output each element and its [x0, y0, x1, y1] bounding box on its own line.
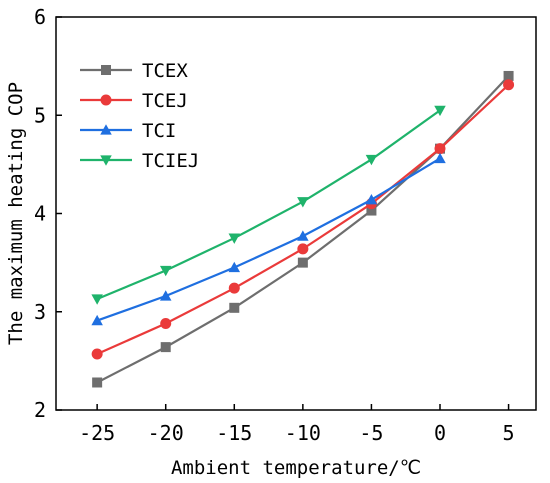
- data-point: [503, 70, 514, 81]
- data-point: [365, 154, 378, 166]
- data-point: [91, 348, 103, 360]
- data-point: [297, 257, 308, 268]
- legend-label: TCIEJ: [142, 150, 199, 172]
- y-axis-label: The maximum heating COP: [5, 82, 27, 345]
- y-tick-label: 4: [34, 202, 46, 226]
- x-tick-label: -10: [285, 421, 321, 445]
- data-point: [366, 205, 377, 216]
- data-point: [100, 94, 112, 106]
- series-line: [96, 157, 441, 322]
- data-point: [91, 314, 103, 326]
- data-point: [159, 290, 172, 301]
- data-point: [100, 124, 112, 135]
- series-tcex: [92, 70, 514, 388]
- x-tick-label: -15: [216, 421, 252, 445]
- data-point: [297, 197, 309, 208]
- series-layer: [91, 70, 515, 388]
- series-line: [96, 109, 441, 300]
- data-point: [160, 318, 172, 330]
- data-point: [101, 65, 111, 75]
- x-tick-label: -5: [359, 421, 383, 445]
- y-tick-label: 6: [34, 5, 46, 29]
- legend-label: TCEJ: [142, 90, 188, 112]
- legend-item: TCEJ: [80, 90, 188, 112]
- legend-item: TCI: [80, 120, 176, 142]
- x-tick-label: -25: [79, 421, 115, 445]
- y-tick-label: 5: [34, 103, 46, 127]
- x-tick-label: -20: [148, 421, 184, 445]
- legend: TCEX TCEJ TCI TCIEJ: [80, 60, 199, 172]
- legend-label: TCI: [142, 120, 176, 142]
- data-point: [92, 377, 103, 388]
- data-point: [228, 282, 240, 294]
- data-point: [503, 79, 515, 91]
- data-point: [91, 294, 103, 305]
- series-tciej: [91, 105, 446, 305]
- data-point: [434, 143, 446, 155]
- data-point: [228, 261, 241, 273]
- x-tick-label: 5: [503, 421, 515, 445]
- y-axis: 2 3 4 5 6: [34, 5, 62, 422]
- legend-item: TCIEJ: [80, 150, 199, 172]
- y-tick-label: 2: [34, 398, 46, 422]
- x-axis-label: Ambient temperature/℃: [171, 457, 421, 479]
- series-tci: [91, 152, 446, 326]
- data-point: [159, 265, 172, 277]
- data-point: [100, 155, 112, 166]
- data-point: [160, 342, 171, 353]
- data-point: [434, 105, 446, 117]
- y-tick-label: 3: [34, 300, 46, 324]
- x-tick-label: 0: [434, 421, 446, 445]
- data-point: [228, 233, 241, 244]
- data-point: [229, 302, 240, 313]
- legend-item: TCEX: [80, 60, 188, 82]
- data-point: [365, 193, 378, 205]
- x-axis: -25 -20 -15 -10 -5 0 5: [79, 404, 515, 445]
- plot-frame: [55, 16, 537, 411]
- data-point: [297, 243, 309, 255]
- legend-label: TCEX: [142, 60, 188, 82]
- data-point: [297, 230, 309, 241]
- data-point: [434, 152, 446, 164]
